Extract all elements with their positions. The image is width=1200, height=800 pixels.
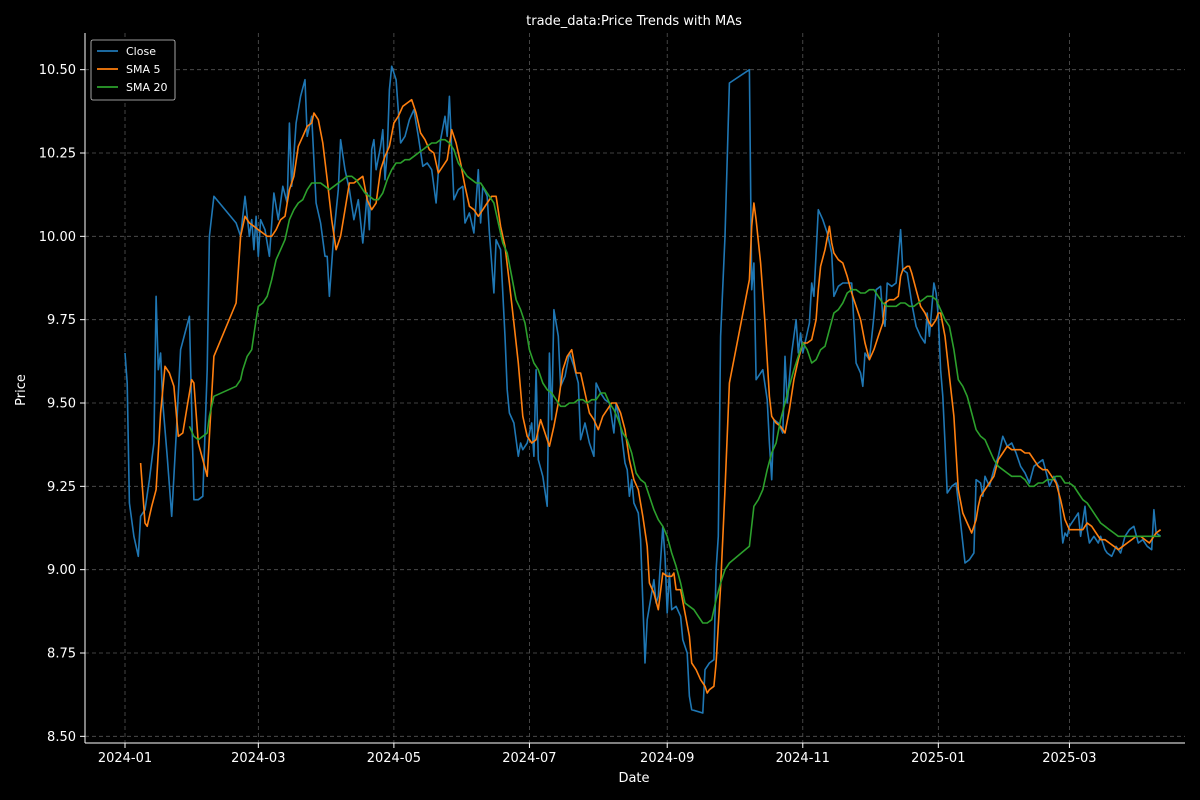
y-tick-label: 10.50: [39, 63, 76, 78]
y-tick-label: 8.50: [47, 730, 76, 745]
y-tick-label: 9.00: [47, 563, 76, 578]
plot-area: [124, 65, 1162, 714]
series-line-close: [124, 65, 1162, 714]
axes: [84, 33, 1185, 744]
y-tick-label: 9.25: [47, 480, 76, 495]
x-tick-label: 2025-01: [911, 751, 965, 766]
x-tick-label: 2024-11: [776, 751, 830, 766]
legend-label-sma-5: SMA 5: [126, 63, 161, 76]
y-axis-ticks: 8.50 8.75 9.00 9.25 9.50 9.75 10.00 10.25 10.50: [39, 63, 85, 745]
y-tick-label: 9.50: [47, 397, 76, 412]
legend-box: [90, 39, 176, 101]
y-tick-label: 10.00: [39, 230, 76, 245]
grid-lines: [85, 33, 1185, 743]
legend-label-close: Close: [126, 45, 156, 58]
x-tick-label: 2024-03: [231, 751, 285, 766]
x-tick-label: 2024-01: [98, 751, 152, 766]
y-tick-label: 8.75: [47, 647, 76, 662]
x-tick-label: 2024-05: [367, 751, 421, 766]
x-axis-ticks: 2024-01 2024-03 2024-05 2024-07 2024-09 2024-…: [98, 743, 1097, 766]
x-tick-label: 2024-07: [502, 751, 556, 766]
x-tick-label: 2025-03: [1042, 751, 1096, 766]
x-tick-label: 2024-09: [640, 751, 694, 766]
y-tick-label: 10.25: [39, 147, 76, 162]
legend: Close SMA 5 SMA 20: [90, 39, 176, 101]
series-line-sma-20: [188, 138, 1161, 624]
series-line-sma-5: [139, 98, 1162, 694]
y-tick-label: 9.75: [47, 313, 76, 328]
legend-label-sma-20: SMA 20: [126, 81, 168, 94]
y-axis-label: Price: [14, 374, 29, 406]
chart-title: trade_data:Price Trends with MAs: [526, 14, 742, 29]
x-axis-label: Date: [618, 771, 649, 786]
